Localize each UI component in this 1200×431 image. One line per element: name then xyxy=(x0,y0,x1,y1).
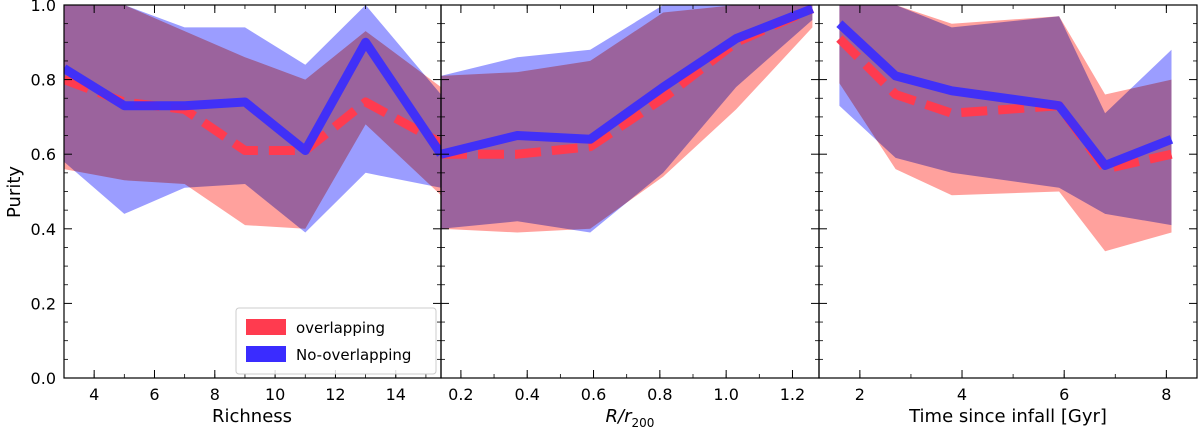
y-tick-label: 0.6 xyxy=(31,145,56,164)
y-tick-label: 1.0 xyxy=(31,0,56,15)
x-axis-label-richness: Richness xyxy=(212,406,292,427)
x-axis-label-radius: R/r200 xyxy=(606,406,655,430)
x-tick-label-radius: 0.4 xyxy=(514,385,539,404)
legend-label-overlapping: overlapping xyxy=(296,319,385,337)
x-axis-label-infall-time: Time since infall [Gyr] xyxy=(908,406,1107,427)
panel-richness xyxy=(64,5,441,233)
x-tick-label-infall-time: 8 xyxy=(1161,385,1171,404)
legend-swatch-no-overlapping xyxy=(246,346,286,362)
legend-frame xyxy=(235,307,437,375)
x-tick-label-infall-time: 6 xyxy=(1059,385,1069,404)
x-tick-label-radius: 1.2 xyxy=(780,385,805,404)
x-tick-label-radius: 1.0 xyxy=(713,385,738,404)
band-overlapping-infall-time xyxy=(839,5,1172,252)
x-tick-label-radius: 0.6 xyxy=(581,385,606,404)
x-tick-label-richness: 14 xyxy=(386,385,406,404)
y-axis-label: Purity xyxy=(4,166,25,218)
x-tick-label-richness: 8 xyxy=(210,385,220,404)
x-tick-label-richness: 4 xyxy=(89,385,99,404)
x-tick-label-infall-time: 4 xyxy=(957,385,967,404)
y-tick-label: 0.4 xyxy=(31,220,56,239)
x-axis-label-radius-subscript: 200 xyxy=(632,416,655,430)
x-tick-label-radius: 0.2 xyxy=(448,385,473,404)
y-tick-label: 0.8 xyxy=(31,71,56,90)
line-no-overlapping-infall-time xyxy=(836,20,1174,170)
legend: overlapping No-overlapping xyxy=(235,307,437,375)
x-tick-label-richness: 10 xyxy=(265,385,285,404)
y-tick-label: 0.0 xyxy=(31,369,56,388)
legend-swatch-overlapping xyxy=(246,319,286,335)
band-overlapping-richness xyxy=(64,5,441,229)
x-tick-label-richness: 6 xyxy=(149,385,159,404)
axes-layer: 4 6 8 10 12 14 0.2 0.4 0.6 0.8 1.0 1.2 2 4 6 8 0.0 0.2 0.4… xyxy=(31,0,1198,404)
line-overlapping-infall-time xyxy=(836,35,1173,174)
panel-infall-time xyxy=(836,5,1174,252)
line-overlapping-richness xyxy=(64,75,441,155)
legend-label-no-overlapping: No-overlapping xyxy=(296,346,411,364)
panel-radius xyxy=(441,5,815,233)
line-no-overlapping-richness xyxy=(64,37,441,157)
x-tick-label-infall-time: 2 xyxy=(855,385,865,404)
x-tick-label-radius: 0.8 xyxy=(647,385,672,404)
x-tick-label-richness: 12 xyxy=(325,385,345,404)
line-no-overlapping-radius xyxy=(441,5,815,159)
y-tick-label: 0.2 xyxy=(31,294,56,313)
